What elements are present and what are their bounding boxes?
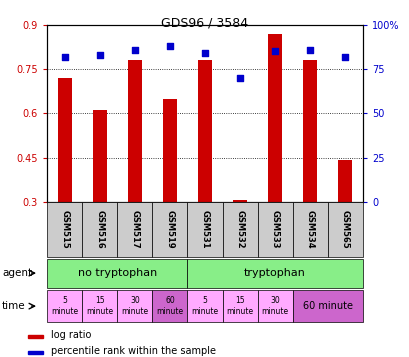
Bar [47,202,82,257]
Bar [187,290,222,322]
Text: 30
minute: 30 minute [121,296,148,316]
Bar [82,202,117,257]
Bar [28,336,43,338]
Text: 60 minute: 60 minute [302,301,352,311]
Bar [267,34,281,202]
Bar [82,290,117,322]
Bar [117,290,152,322]
Text: no tryptophan: no tryptophan [77,268,157,278]
Point [236,75,243,81]
Bar [128,60,142,202]
Text: log ratio: log ratio [51,330,91,340]
Text: GSM516: GSM516 [95,210,104,249]
Text: GSM565: GSM565 [340,210,349,249]
Text: GSM532: GSM532 [235,210,244,249]
Bar [292,202,327,257]
Bar [222,202,257,257]
Bar [47,290,82,322]
Bar [257,202,292,257]
Point [166,43,173,49]
Bar [187,202,222,257]
Text: 15
minute: 15 minute [226,296,253,316]
Text: GSM533: GSM533 [270,210,279,248]
Bar [257,290,292,322]
Text: 15
minute: 15 minute [86,296,113,316]
Text: 60
minute: 60 minute [156,296,183,316]
Bar [187,258,362,288]
Point [341,54,348,60]
Point [201,50,208,56]
Bar [152,202,187,257]
Bar [58,78,72,202]
Point [271,49,278,54]
Text: tryptophan: tryptophan [244,268,306,278]
Text: GSM519: GSM519 [165,210,174,249]
Bar [198,60,211,202]
Bar [337,161,351,202]
Bar [292,290,362,322]
Bar [232,200,247,202]
Bar [327,202,362,257]
Bar [28,351,43,354]
Point [131,47,138,52]
Bar [162,99,177,202]
Text: GDS96 / 3584: GDS96 / 3584 [161,16,248,29]
Bar [92,110,106,202]
Point [61,54,68,60]
Text: GSM515: GSM515 [60,210,69,249]
Text: percentile rank within the sample: percentile rank within the sample [51,346,215,356]
Text: agent: agent [2,268,32,278]
Text: GSM517: GSM517 [130,210,139,249]
Text: 5
minute: 5 minute [51,296,78,316]
Text: 30
minute: 30 minute [261,296,288,316]
Bar [222,290,257,322]
Text: time: time [2,301,26,311]
Bar [303,60,317,202]
Text: GSM531: GSM531 [200,210,209,249]
Text: GSM534: GSM534 [305,210,314,249]
Point [96,52,103,58]
Bar [47,258,187,288]
Text: 5
minute: 5 minute [191,296,218,316]
Point [306,47,313,52]
Bar [117,202,152,257]
Bar [152,290,187,322]
